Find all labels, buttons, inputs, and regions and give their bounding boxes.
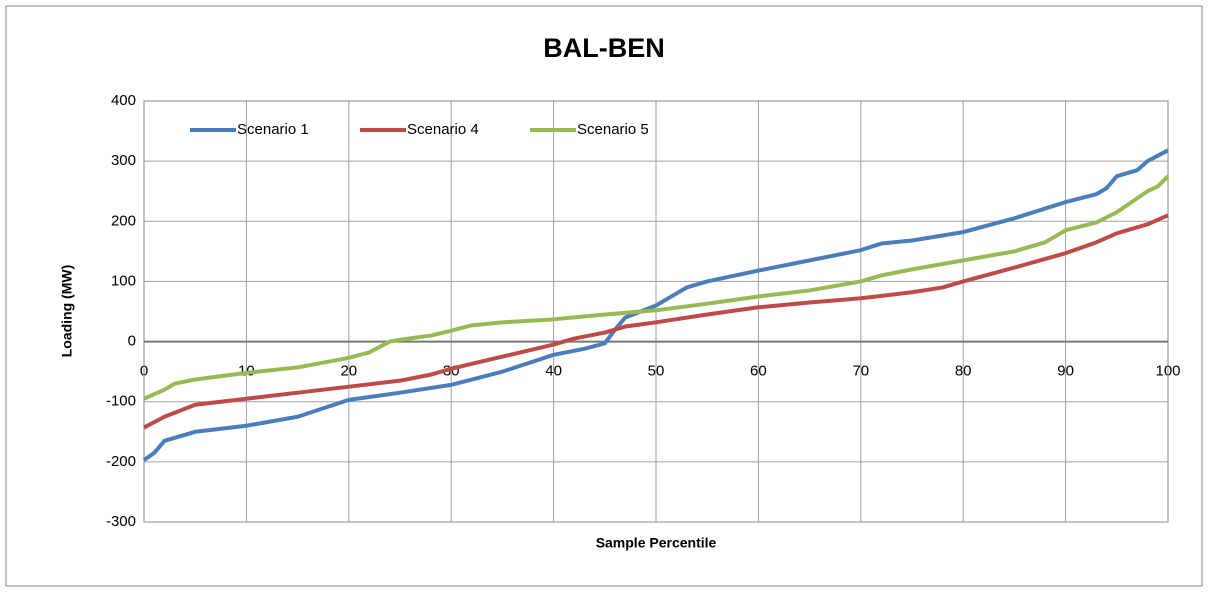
y-tick-label: 200 (111, 212, 136, 229)
series-line (142, 148, 1169, 462)
legend-label: Scenario 4 (407, 121, 479, 138)
x-tick-label: 70 (852, 363, 869, 380)
plot-border (143, 100, 1169, 523)
x-tick-label: 60 (750, 363, 767, 380)
series-line (143, 213, 1169, 430)
x-tick-label: 40 (545, 363, 562, 380)
series-line (143, 174, 1170, 401)
legend-label: Scenario 1 (237, 121, 309, 138)
x-tick-label: 80 (955, 363, 972, 380)
y-tick-label: -200 (106, 453, 136, 470)
y-tick-label: -100 (106, 393, 136, 410)
y-tick-label: 100 (111, 272, 136, 289)
y-tick-label: 300 (111, 152, 136, 169)
x-tick-label: 50 (648, 363, 665, 380)
x-tick-label: 90 (1057, 363, 1074, 380)
chart-title: BAL-BEN (543, 33, 665, 63)
y-tick-label: -300 (106, 513, 136, 530)
x-axis-label: Sample Percentile (596, 535, 717, 551)
x-tick-label: 20 (340, 363, 357, 380)
chart-border (5, 5, 1203, 587)
y-axis-label: Loading (MW) (59, 265, 75, 358)
y-tick-label: 0 (128, 333, 136, 350)
legend-label: Scenario 5 (577, 121, 649, 138)
y-tick-label: 400 (111, 92, 136, 109)
